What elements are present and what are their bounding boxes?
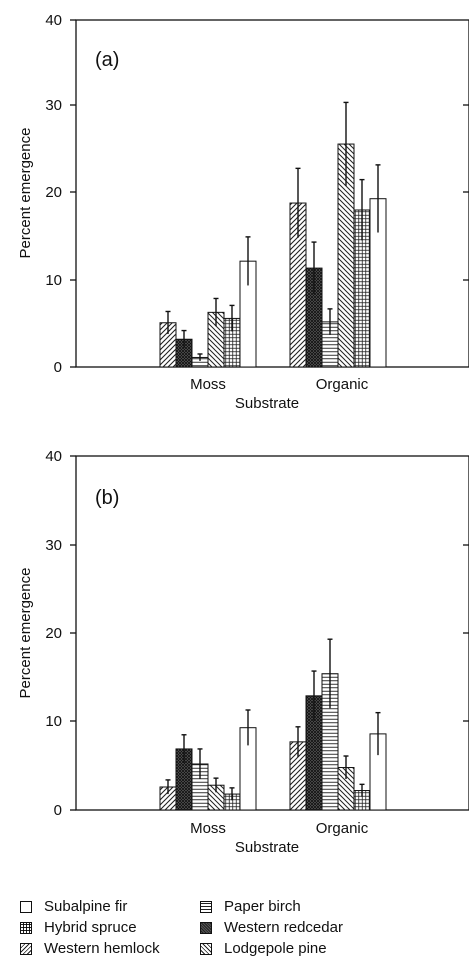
panel-b-y-ticks: 40 30 20 10 0 xyxy=(45,448,76,819)
panel-b-ytick-label-20: 20 xyxy=(45,625,62,642)
legend-item-subalpine-fir: Subalpine fir xyxy=(20,898,127,915)
legend-item-western-hemlock: Western hemlock xyxy=(20,940,160,957)
panel-b-ytick-label-0: 0 xyxy=(54,802,62,819)
panel-a: 40 30 20 10 0 (a) Percent emergence Moss… xyxy=(17,12,469,412)
panel-b-y-axis-label: Percent emergence xyxy=(17,568,34,699)
panel-a-frame xyxy=(75,19,469,368)
horizontal-hatch-swatch-icon xyxy=(200,900,212,913)
panel-b-category-moss: Moss xyxy=(190,820,226,837)
open-swatch-icon xyxy=(20,900,32,913)
panel-b: 40 30 20 10 0 (b) Percent emergence Moss… xyxy=(17,448,469,856)
grid-hatch-swatch-icon xyxy=(20,921,32,934)
panel-a-ytick-label-30: 30 xyxy=(45,97,62,114)
panel-a-ytick-label-40: 40 xyxy=(45,12,62,29)
panel-b-label: (b) xyxy=(95,487,119,509)
panel-b-category-organic: Organic xyxy=(316,820,369,837)
reverse-diagonal-hatch-swatch-icon xyxy=(200,942,212,955)
panel-a-label: (a) xyxy=(95,49,119,71)
legend-label: Lodgepole pine xyxy=(224,940,327,957)
legend-label: Western redcedar xyxy=(224,919,343,936)
panel-b-frame xyxy=(75,455,469,811)
panel-b-ytick-label-30: 30 xyxy=(45,537,62,554)
legend-item-paper-birch: Paper birch xyxy=(200,898,301,915)
panel-a-ytick-label-0: 0 xyxy=(54,359,62,376)
panel-b-bars xyxy=(159,638,387,811)
legend-item-western-redcedar: Western redcedar xyxy=(200,919,343,936)
panel-a-y-ticks: 40 30 20 10 0 xyxy=(45,12,76,376)
legend-label: Hybrid spruce xyxy=(44,919,137,936)
figure: 40 30 20 10 0 (a) Percent emergence Moss… xyxy=(17,12,469,856)
panel-a-category-organic: Organic xyxy=(316,376,369,393)
panel-a-ytick-label-20: 20 xyxy=(45,184,62,201)
dark-crosshatch-swatch-icon xyxy=(200,921,212,934)
panel-a-x-axis-label: Substrate xyxy=(235,395,299,412)
panel-b-ytick-label-10: 10 xyxy=(45,713,62,730)
legend: Subalpine fir Paper birch Hybrid spruce … xyxy=(20,898,469,964)
diagonal-hatch-swatch-icon xyxy=(20,942,32,955)
legend-item-lodgepole-pine: Lodgepole pine xyxy=(200,940,327,957)
legend-label: Paper birch xyxy=(224,898,301,915)
legend-label: Subalpine fir xyxy=(44,898,128,915)
panel-a-ytick-label-10: 10 xyxy=(45,272,62,289)
panel-a-y-axis-label: Percent emergence xyxy=(17,128,34,259)
legend-item-hybrid-spruce: Hybrid spruce xyxy=(20,919,137,936)
panel-b-x-axis-label: Substrate xyxy=(235,839,299,856)
legend-label: Western hemlock xyxy=(44,940,160,957)
panel-a-bars xyxy=(159,101,387,368)
panel-b-ytick-label-40: 40 xyxy=(45,448,62,465)
panel-a-category-moss: Moss xyxy=(190,376,226,393)
